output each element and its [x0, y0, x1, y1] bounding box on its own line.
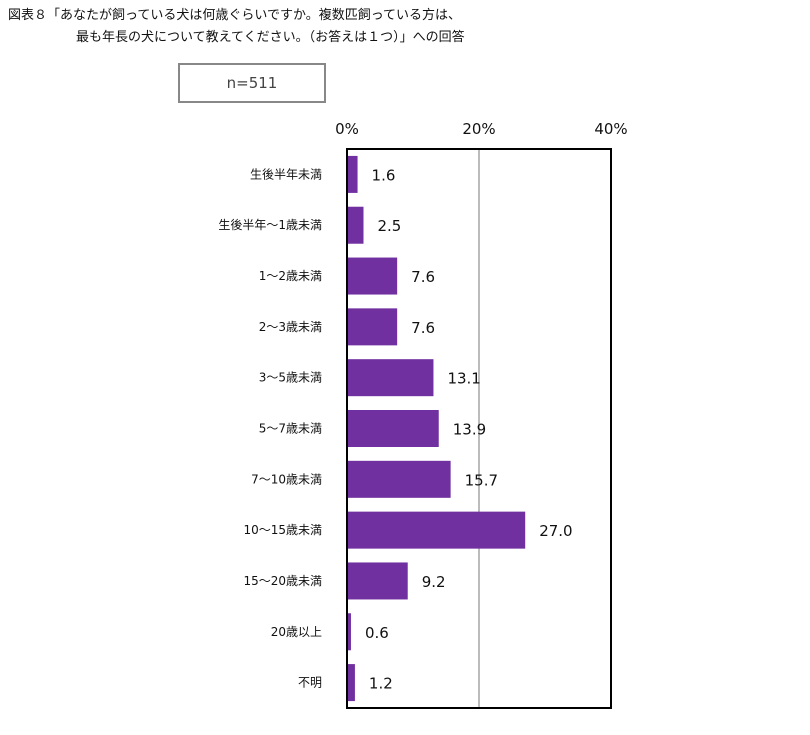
data-label: 1.2 [369, 675, 393, 693]
data-label: 15.7 [465, 471, 498, 489]
category-label: 生後半年～1歳未満 [218, 218, 322, 232]
data-label: 13.1 [447, 370, 480, 388]
chart-title-line-1: 図表８「あなたが飼っている犬は何歳ぐらいですか。複数匹飼っている方は、 [8, 8, 462, 23]
data-label: 7.6 [411, 268, 435, 286]
bar [347, 511, 526, 549]
bar [347, 257, 398, 295]
bar [347, 664, 355, 702]
data-label: 13.9 [453, 421, 486, 439]
category-label: 1～2歳未満 [259, 269, 322, 283]
bar [347, 308, 398, 346]
category-label: 10～15歳未満 [243, 523, 322, 537]
bar [347, 410, 439, 447]
bar [347, 359, 434, 397]
x-tick-label: 40% [594, 120, 627, 138]
category-label: 7～10歳未満 [251, 472, 322, 486]
category-label: 5～7歳未満 [259, 422, 322, 436]
value-labels: 1.6 2.5 7.6 7.6 13.1 13.9 15.7 27.0 9.2 0.6 1.2 [365, 166, 573, 692]
data-label: 9.2 [422, 573, 446, 591]
data-label: 7.6 [411, 319, 435, 337]
bar [347, 155, 358, 193]
bar [347, 562, 408, 600]
bar [347, 206, 364, 244]
data-label: 1.6 [372, 166, 396, 184]
category-label: 生後半年未満 [250, 167, 322, 181]
data-label: 27.0 [539, 522, 572, 540]
bar [347, 613, 351, 651]
category-label: 3～5歳未満 [259, 371, 322, 385]
sample-size-box: n=511 [178, 63, 326, 103]
bar [347, 460, 451, 498]
bars [347, 155, 526, 702]
category-label: 20歳以上 [271, 625, 322, 639]
category-label: 2～3歳未満 [259, 320, 322, 334]
chart-title-line-2: 最も年長の犬について教えてください。（お答えは１つ）」への回答 [76, 30, 465, 45]
category-label: 不明 [298, 676, 322, 690]
category-label: 15～20歳未満 [243, 574, 322, 588]
x-tick-label: 0% [335, 120, 359, 138]
data-label: 2.5 [378, 217, 402, 235]
plot-frame [346, 148, 612, 709]
x-axis-ticks: 0% 20% 40% [335, 120, 628, 138]
x-tick-label: 20% [462, 120, 495, 138]
data-label: 0.6 [365, 624, 389, 642]
